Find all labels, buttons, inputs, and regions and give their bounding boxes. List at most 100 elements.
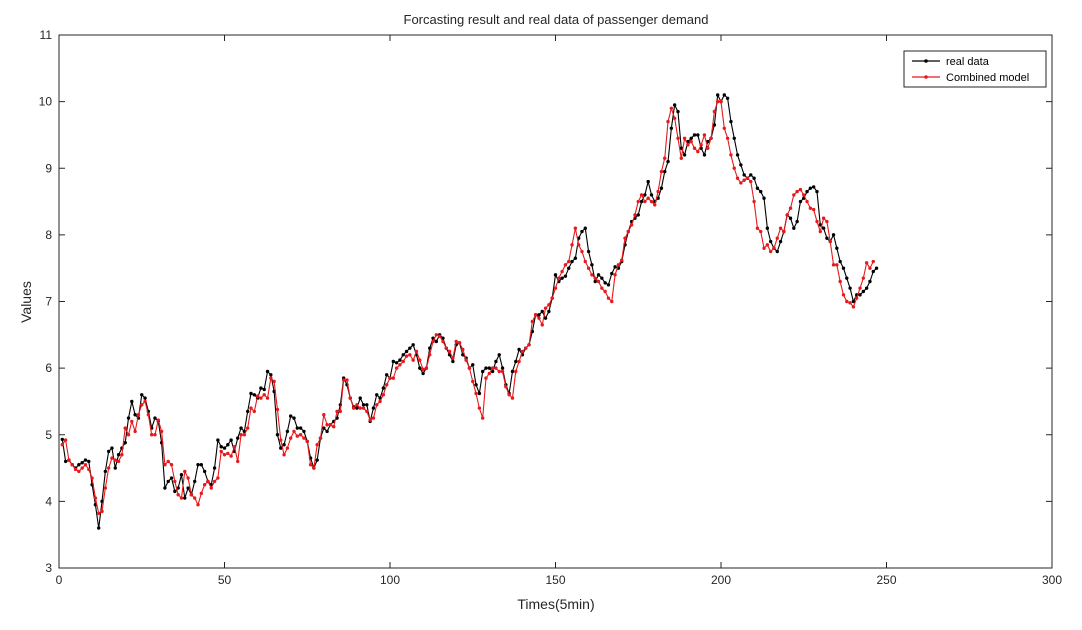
- data-point: [206, 479, 210, 484]
- data-point: [590, 273, 594, 277]
- data-point: [318, 436, 323, 440]
- data-point: [431, 339, 435, 344]
- data-point: [289, 414, 293, 418]
- data-point: [153, 433, 157, 437]
- data-point: [249, 406, 253, 410]
- data-point: [73, 467, 78, 472]
- data-point: [808, 186, 813, 190]
- data-point: [719, 99, 723, 104]
- data-point: [510, 369, 515, 374]
- data-point: [613, 273, 617, 277]
- data-point: [193, 479, 197, 484]
- data-point: [169, 476, 174, 480]
- data-point: [583, 259, 587, 264]
- data-point: [845, 276, 849, 280]
- data-point: [467, 366, 472, 370]
- data-point: [848, 301, 852, 305]
- data-point: [669, 106, 674, 110]
- data-point: [285, 446, 290, 450]
- data-point: [788, 216, 793, 220]
- data-point: [216, 438, 220, 442]
- data-point: [606, 296, 611, 300]
- data-point: [696, 133, 700, 137]
- data-point: [328, 423, 333, 427]
- data-point: [143, 399, 147, 404]
- x-tick-label: 250: [876, 573, 896, 587]
- data-point: [176, 486, 180, 490]
- data-point: [136, 413, 141, 417]
- data-point: [735, 153, 740, 157]
- y-tick-label: 10: [39, 95, 53, 109]
- data-point: [646, 196, 650, 200]
- data-point: [312, 466, 316, 470]
- data-point: [279, 446, 283, 450]
- data-point: [659, 186, 664, 190]
- data-point: [676, 109, 680, 114]
- data-point: [514, 369, 518, 374]
- data-point: [547, 309, 551, 314]
- data-point: [229, 454, 233, 458]
- data-point: [163, 486, 167, 490]
- data-point: [166, 459, 170, 464]
- data-point: [239, 426, 243, 430]
- data-point: [282, 443, 286, 447]
- data-point: [808, 206, 813, 210]
- data-point: [474, 383, 478, 387]
- data-point: [553, 273, 558, 277]
- data-point: [126, 433, 131, 437]
- data-point: [471, 363, 475, 367]
- data-point: [517, 347, 521, 352]
- data-point: [706, 146, 710, 150]
- legend-box: [903, 50, 1047, 88]
- data-point: [868, 279, 872, 284]
- data-point: [540, 323, 544, 327]
- data-point: [659, 169, 664, 174]
- data-point: [679, 156, 683, 160]
- legend-marker-0: [924, 59, 928, 63]
- data-point: [229, 438, 233, 442]
- data-point: [874, 266, 879, 270]
- x-tick-label: 150: [545, 573, 565, 587]
- data-point: [103, 469, 108, 474]
- data-point: [153, 416, 157, 420]
- data-point: [461, 347, 465, 352]
- data-point: [858, 293, 862, 297]
- data-point: [732, 166, 736, 170]
- x-axis-label: Times(5min): [517, 596, 594, 612]
- data-point: [381, 393, 386, 397]
- data-point: [672, 103, 677, 107]
- data-point: [358, 406, 362, 410]
- data-point: [868, 266, 872, 270]
- data-point: [725, 96, 730, 100]
- plot-area: [60, 93, 879, 530]
- data-point: [477, 406, 482, 410]
- data-point: [428, 353, 432, 357]
- data-point: [570, 243, 574, 247]
- data-point: [762, 246, 766, 250]
- data-point: [123, 441, 127, 445]
- data-point: [232, 445, 237, 449]
- data-point: [514, 359, 518, 364]
- data-point: [636, 199, 640, 204]
- data-point: [682, 136, 687, 140]
- data-point: [315, 443, 319, 447]
- data-point: [140, 393, 144, 397]
- data-point: [798, 187, 803, 192]
- data-point: [355, 406, 359, 410]
- data-point: [418, 358, 422, 362]
- data-point: [709, 136, 713, 140]
- data-point: [133, 413, 137, 417]
- data-point: [421, 371, 425, 376]
- data-point: [477, 391, 482, 396]
- data-point: [533, 313, 538, 317]
- data-point: [199, 463, 204, 467]
- data-point: [269, 376, 273, 380]
- data-point: [613, 265, 617, 269]
- data-point: [610, 299, 614, 304]
- data-point: [305, 439, 309, 444]
- data-point: [759, 189, 763, 194]
- data-point: [259, 396, 263, 400]
- data-point: [504, 385, 508, 389]
- data-point: [441, 336, 445, 340]
- data-point: [295, 434, 300, 438]
